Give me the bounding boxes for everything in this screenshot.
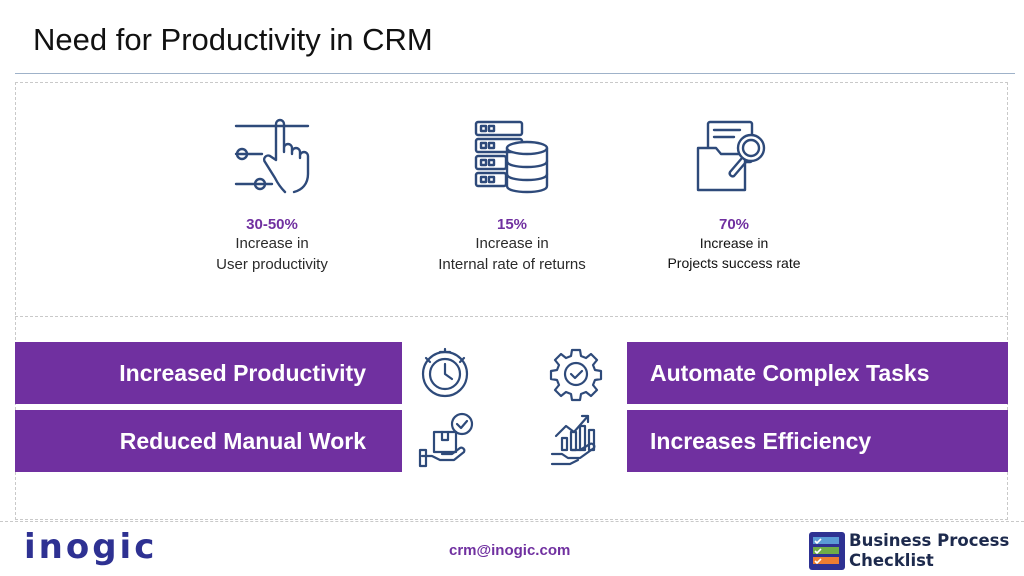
benefit-label: Increased Productivity — [119, 359, 366, 386]
stat-label: Projects success rate — [667, 255, 801, 271]
benefit-automate-complex-tasks: Automate Complex Tasks — [627, 342, 1008, 404]
benefit-reduced-manual-work: Reduced Manual Work — [15, 410, 402, 472]
stat-value: 30-50% — [246, 216, 298, 233]
stopwatch-gear-icon — [421, 347, 469, 398]
content-frame — [15, 82, 1008, 520]
touch-sliders-icon — [234, 118, 310, 194]
section-divider — [15, 316, 1008, 317]
growth-chart-hand-icon — [550, 414, 596, 466]
stat-value: 70% — [718, 216, 750, 233]
stat-internal-rate: 15% Increase in Internal rate of returns — [402, 118, 622, 275]
page-title: Need for Productivity in CRM — [33, 22, 433, 57]
checklist-icon — [809, 532, 845, 570]
box-check-hand-icon — [418, 412, 474, 468]
benefit-increases-efficiency: Increases Efficiency — [627, 410, 1008, 472]
benefit-label: Reduced Manual Work — [119, 427, 366, 454]
title-divider — [15, 73, 1015, 74]
contact-email[interactable]: crm@inogic.com — [449, 542, 571, 559]
business-process-checklist-logo: Business Process Checklist — [808, 530, 1018, 572]
footer-divider — [0, 521, 1024, 522]
inogic-logo: inogic — [24, 527, 158, 567]
stat-label: Increase in — [475, 235, 549, 252]
folder-search-icon — [696, 120, 766, 192]
stat-label: User productivity — [216, 256, 328, 273]
benefit-label: Automate Complex Tasks — [650, 359, 930, 386]
stat-label: Increase in — [699, 235, 769, 251]
database-server-icon — [474, 120, 549, 194]
stat-user-productivity: 30-50% Increase in User productivity — [162, 118, 382, 275]
benefit-label: Increases Efficiency — [650, 427, 872, 454]
stat-project-success: 70% Increase in Projects success rate — [624, 118, 844, 273]
stat-label: Increase in — [235, 235, 309, 252]
benefit-increased-productivity: Increased Productivity — [15, 342, 402, 404]
gear-check-icon — [549, 348, 603, 402]
brand-name: Business Process Checklist — [849, 531, 1010, 570]
stat-value: 15% — [496, 216, 528, 233]
stat-label: Internal rate of returns — [438, 256, 586, 273]
